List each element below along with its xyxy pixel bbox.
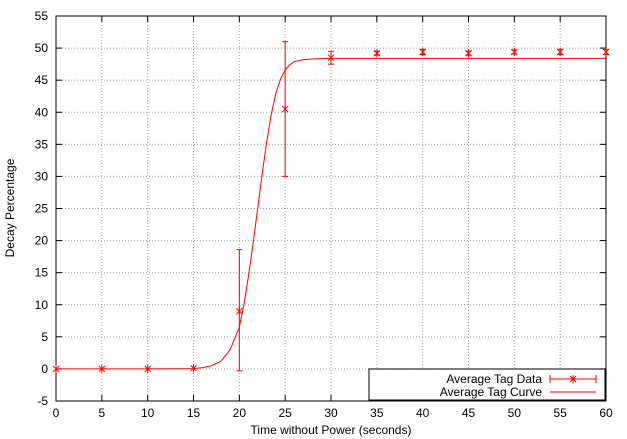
data-point [98, 364, 106, 373]
y-tick-label: 45 [35, 73, 49, 87]
x-tick-label: 0 [53, 406, 60, 420]
data-point [52, 364, 60, 373]
data-point [602, 47, 610, 56]
x-tick-label: 10 [141, 406, 155, 420]
y-tick-label: 55 [35, 9, 49, 23]
data-point [465, 49, 472, 58]
y-tick-label: 50 [35, 41, 49, 55]
data-point [235, 249, 243, 372]
x-tick-label: 20 [233, 406, 247, 420]
y-tick-label: 35 [35, 137, 49, 151]
legend-swatch-data-marker [569, 375, 577, 383]
x-tick-label: 60 [599, 406, 613, 420]
axis-ticks: 0 5 10 15 20 25 30 35 40 45 50 55 60 -5 0 5 10 15 20 25 30 35… [35, 9, 613, 420]
legend: Average Tag Data Average Tag Curve [368, 368, 606, 401]
y-tick-label: 40 [35, 105, 49, 119]
x-tick-label: 35 [370, 406, 384, 420]
data-point [510, 47, 518, 56]
x-tick-label: 15 [187, 406, 201, 420]
y-tick-label: 15 [35, 266, 49, 280]
y-tick-label: 10 [35, 298, 49, 312]
fitted-curve-line [56, 57, 606, 370]
x-tick-label: 5 [98, 406, 105, 420]
y-tick-label: 30 [35, 169, 49, 183]
data-point [281, 41, 289, 177]
x-tick-label: 30 [324, 406, 338, 420]
y-tick-label: 25 [35, 202, 49, 216]
legend-label-data: Average Tag Data [446, 372, 542, 386]
x-tick-label: 25 [278, 406, 292, 420]
y-tick-label: 20 [35, 234, 49, 248]
x-axis-label: Time without Power (seconds) [251, 423, 412, 437]
x-tick-label: 50 [508, 406, 522, 420]
data-point [144, 364, 152, 373]
x-tick-label: 55 [553, 406, 567, 420]
x-tick-label: 40 [416, 406, 430, 420]
x-tick-label: 45 [462, 406, 476, 420]
data-layer [52, 41, 610, 373]
y-tick-label: 5 [41, 330, 48, 344]
data-point [373, 49, 381, 58]
data-point [190, 364, 197, 373]
y-tick-label: -5 [37, 394, 48, 408]
y-axis-label: Decay Percentage [3, 158, 17, 257]
data-point [419, 47, 427, 56]
grid [56, 16, 606, 401]
legend-label-curve: Average Tag Curve [440, 385, 543, 399]
data-point [327, 50, 335, 65]
y-tick-label: 0 [41, 362, 48, 376]
data-point [556, 47, 564, 56]
legend-box [368, 368, 606, 401]
